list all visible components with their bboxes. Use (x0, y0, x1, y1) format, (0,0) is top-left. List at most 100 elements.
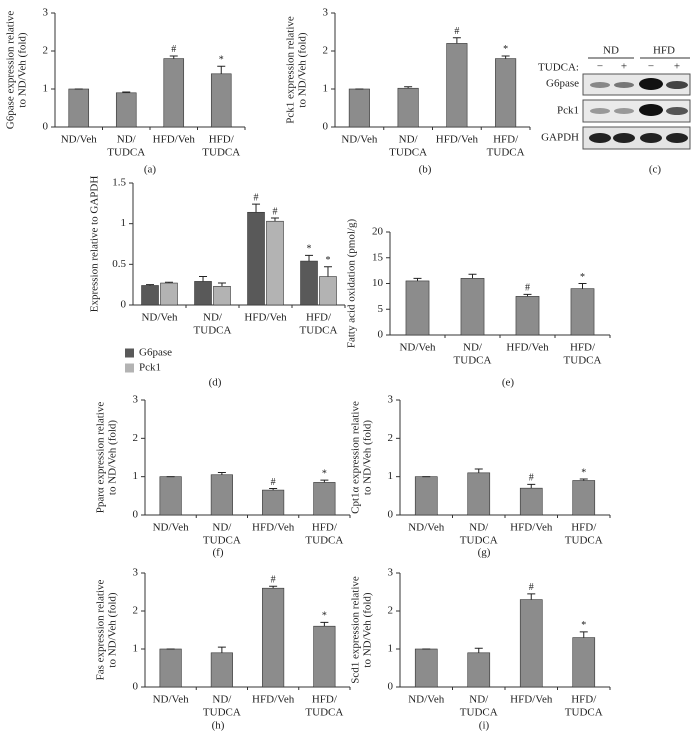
x-tick-label: HFD/ (306, 312, 332, 324)
blot-group: ND (603, 45, 619, 57)
error-bar (122, 91, 131, 93)
x-tick-label: HFD/ (312, 522, 338, 534)
legend-label: G6pase (139, 347, 172, 359)
bar (414, 476, 438, 516)
bar (266, 220, 284, 306)
bar (467, 652, 491, 688)
legend-swatch (125, 363, 134, 373)
error-bar (270, 217, 279, 222)
x-tick-label: TUDCA (203, 707, 241, 719)
y-axis-label: G6pase expression relative (5, 11, 17, 130)
blot-row-label: Pck1 (557, 105, 579, 117)
x-tick-label: TUDCA (564, 355, 602, 367)
y-tick-label: 2 (43, 45, 49, 57)
bar (348, 88, 370, 128)
x-tick-label: TUDCA (460, 707, 498, 719)
x-tick-label: ND/ (463, 342, 483, 354)
y-tick-label: 0 (121, 299, 127, 311)
x-tick-label: TUDCA (460, 535, 498, 547)
bar (163, 58, 185, 128)
error-bar (579, 478, 588, 481)
y-axis-label: Fas expression relative (95, 579, 107, 680)
error-bar (474, 468, 483, 473)
bar (414, 648, 438, 688)
x-tick-label: ND/ (399, 134, 419, 146)
bar (159, 648, 182, 688)
x-tick-label: TUDCA (487, 147, 525, 159)
significance-marker: * (219, 54, 224, 65)
bar (159, 476, 182, 516)
bar (194, 281, 212, 306)
y-axis-label: Cpt1α expression relative (350, 401, 362, 514)
error-bar (527, 483, 536, 489)
y-tick-label: 15 (372, 251, 384, 263)
x-tick-label: HFD/Veh (153, 134, 196, 146)
x-tick-label: HFD/Veh (244, 312, 287, 324)
blot-row-label: GAPDH (541, 132, 579, 144)
x-tick-label: ND/ (212, 522, 232, 534)
significance-marker: * (325, 255, 330, 266)
significance-marker: # (529, 473, 534, 484)
y-tick-label: 1 (133, 643, 139, 655)
legend-swatch (125, 348, 134, 358)
error-bar (320, 621, 329, 627)
error-bar (146, 284, 155, 286)
x-tick-label: TUDCA (203, 535, 241, 547)
bar (141, 285, 159, 306)
bar (495, 58, 517, 128)
bar (115, 92, 137, 128)
blot-band (639, 104, 663, 116)
y-axis-label: to ND/Veh (fold) (107, 592, 119, 667)
y-tick-label: 0 (378, 329, 384, 341)
error-bar (217, 282, 226, 287)
error-bar (413, 277, 422, 281)
panel-label: (e) (502, 377, 515, 389)
x-tick-label: HFD/Veh (510, 522, 553, 534)
y-tick-label: 2 (133, 432, 139, 444)
blot-band (589, 133, 611, 143)
blot-group: HFD (653, 45, 675, 57)
y-tick-label: 1 (388, 643, 394, 655)
x-tick-label: ND/ (203, 312, 223, 324)
error-bar (452, 37, 461, 44)
bar (572, 480, 596, 516)
bar (313, 625, 336, 688)
x-tick-label: HFD/Veh (252, 522, 295, 534)
y-tick-label: 3 (133, 567, 139, 579)
bar (460, 278, 485, 336)
bar (210, 73, 232, 128)
y-axis-label: to ND/Veh (fold) (362, 420, 374, 495)
error-bar (468, 273, 477, 279)
x-tick-label: ND/Veh (153, 694, 190, 706)
bar (405, 280, 430, 336)
significance-marker: * (580, 272, 585, 283)
panel-label: (d) (209, 377, 222, 389)
y-axis-label: to ND/Veh (fold) (297, 32, 309, 107)
x-tick-label: ND/ (117, 134, 137, 146)
y-tick-label: 0 (323, 121, 329, 133)
y-tick-label: 0 (43, 121, 49, 133)
blot-band (614, 82, 634, 88)
blot-band (590, 108, 610, 114)
y-axis-label: to ND/Veh (fold) (17, 32, 29, 107)
x-tick-label: HFD/Veh (506, 342, 549, 354)
significance-marker: # (525, 283, 530, 294)
error-bar (527, 593, 536, 600)
x-tick-label: TUDCA (454, 355, 492, 367)
x-tick-label: TUDCA (300, 325, 338, 337)
bar (446, 43, 468, 128)
bar (397, 87, 419, 128)
blot-panel: ND HFD TUDCA: − + − + G6pase Pck1 GAPDH … (538, 45, 691, 176)
blot-band (614, 108, 634, 114)
x-tick-label: ND/ (469, 694, 489, 706)
y-tick-label: 2 (388, 605, 394, 617)
significance-marker: * (503, 44, 508, 55)
panel-label: (c) (649, 164, 662, 176)
x-tick-label: ND/Veh (153, 522, 190, 534)
y-tick-label: 2 (388, 432, 394, 444)
error-bar (269, 585, 278, 589)
panel-label: (a) (144, 164, 157, 176)
y-tick-label: 2 (323, 45, 329, 57)
blot-row-label: G6pase (546, 78, 579, 90)
